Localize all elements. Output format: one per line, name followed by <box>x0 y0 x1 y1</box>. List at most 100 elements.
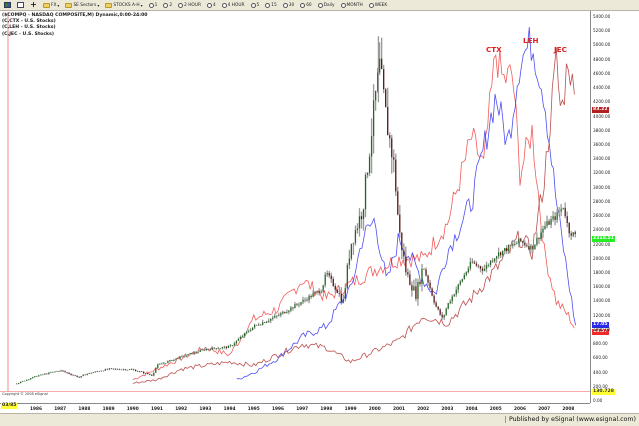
toolbar-item-1[interactable]: 1 <box>147 1 160 10</box>
x-tick-label: 1999 <box>344 407 357 412</box>
y-tick-label: 4800.00 <box>593 56 611 62</box>
x-tick-label: 1992 <box>175 407 188 412</box>
toolbar-item-layout-grid[interactable] <box>2 1 13 10</box>
y-tick-label: 1200.00 <box>593 312 611 318</box>
price-tag-cursor: 130.728 <box>592 389 615 395</box>
clock-icon <box>300 2 306 8</box>
toolbar-item-5[interactable]: 5 <box>249 1 262 10</box>
toolbar-item-label: 2 <box>169 2 173 8</box>
y-tick-label: 2600.00 <box>593 213 611 219</box>
y-tick-label: 2000.00 <box>593 255 611 261</box>
series-line-ctx[interactable] <box>132 49 575 381</box>
y-tick-label: 3600.00 <box>593 142 611 147</box>
chart-plot-area[interactable] <box>0 12 590 392</box>
x-tick-label: 2005 <box>489 407 502 412</box>
y-tick-label: 1000.00 <box>593 326 611 332</box>
y-tick-label: 5200.00 <box>593 28 611 34</box>
y-tick-label: 1600.00 <box>593 284 611 290</box>
x-tick-label: 1990 <box>126 407 139 412</box>
legend-leh[interactable]: (C,LEH - U.S. Stocks) <box>2 25 56 31</box>
toolbar-item-week[interactable]: WEEK <box>367 1 390 10</box>
x-tick-label: 1989 <box>102 407 115 412</box>
toolbar-item-2-hour[interactable]: 2 HOUR <box>176 1 203 10</box>
x-tick-label: 1991 <box>151 407 163 412</box>
clock-icon <box>148 2 154 8</box>
annotation-ctx: CTX <box>486 45 502 54</box>
y-tick-label: 0.00 <box>593 398 603 403</box>
clock-icon <box>206 2 212 8</box>
toolbar-item-new-window[interactable] <box>15 1 26 10</box>
x-tick-label: 2007 <box>538 407 551 412</box>
legend-nasdaq[interactable]: ($COMPQ - NASDAQ COMPOSITE,M) Dynamic,0:… <box>2 13 148 18</box>
dropdown-arrow-icon: ▾ <box>140 2 143 8</box>
y-tick-label: 200.00 <box>593 383 608 389</box>
toolbar-item-30[interactable]: 30 <box>281 1 296 10</box>
toolbar-item-label: 2 HOUR <box>184 2 201 8</box>
y-tick-label: 400.00 <box>593 369 608 375</box>
x-tick-label: 2006 <box>514 407 526 412</box>
y-tick-label: 3000.00 <box>593 184 611 190</box>
price-tag-leh: 17.05 <box>592 322 609 328</box>
x-tick-label: 1997 <box>296 407 309 412</box>
toolbar-item-15[interactable]: 15 <box>263 1 278 10</box>
toolbar-item-fx[interactable]: FX ▾ <box>41 1 61 10</box>
toolbar-item-label: 60 <box>306 2 312 8</box>
toolbar-item-label: SE Sectors <box>73 2 97 8</box>
time-axis[interactable]: 1986 1987 1988 1989 1990 1991 1992 1993 1994 1995… <box>0 403 590 413</box>
x-tick-label: 1995 <box>247 407 260 412</box>
y-tick-label: 600.00 <box>593 355 608 361</box>
series-line-jec[interactable] <box>132 47 575 384</box>
toolbar-item-se-sectors[interactable]: SE Sectors ▾ <box>63 1 101 10</box>
publisher-text: Published by eSignal (www.esignal.com) <box>505 416 636 423</box>
x-tick-label: 2004 <box>465 407 478 412</box>
annotation-jec: JEC <box>554 45 567 54</box>
toolbar-item-plus[interactable]: + <box>28 0 39 10</box>
y-tick-label: 5400.00 <box>593 14 611 19</box>
clock-icon <box>265 2 271 8</box>
copyright-text: Copyright © 2008 eSignal <box>2 392 48 396</box>
price-axis[interactable]: 83.22 2318.51 17.05 13.57 130.728 0.00 20… <box>590 11 639 403</box>
price-plot[interactable] <box>0 12 590 392</box>
clock-icon <box>221 2 227 8</box>
y-tick-label: 4400.00 <box>593 85 611 91</box>
y-tick-label: 1400.00 <box>593 298 611 304</box>
y-tick-label: 2200.00 <box>593 241 611 247</box>
toolbar-item-label: 1 <box>154 2 158 8</box>
x-tick-label: 1994 <box>223 407 236 412</box>
status-bar: Published by eSignal (www.esignal.com) <box>0 413 639 426</box>
chart-toolbar: + FX ▾ SE Sectors ▾ STOCKS A-H ▾ 1 2 2 HOUR 4 4 HOU… <box>0 0 639 11</box>
x-tick-label: 1993 <box>199 407 212 412</box>
toolbar-item-month[interactable]: MONTH <box>339 1 365 10</box>
y-tick-label: 2400.00 <box>593 227 611 233</box>
x-tick-label: 1998 <box>320 407 333 412</box>
x-tick-label: 2008 <box>562 407 575 412</box>
y-tick-label: 3400.00 <box>593 156 611 162</box>
y-tick-label: 3800.00 <box>593 127 611 133</box>
legend-ctx[interactable]: (C,CTX - U.S. Stocks) <box>2 19 56 25</box>
folder-icon <box>105 2 113 8</box>
toolbar-item-stocks-a-h[interactable]: STOCKS A-H ▾ <box>103 1 144 10</box>
price-tag-jec: 83.22 <box>592 107 609 113</box>
series-line-leh[interactable] <box>236 27 577 380</box>
cursor-time-label: 03/85 <box>1 403 18 409</box>
x-tick-label: 1986 <box>30 407 42 412</box>
x-tick-label: 2002 <box>417 407 430 412</box>
layout-grid-icon <box>4 2 11 8</box>
x-tick-label: 2001 <box>393 407 405 412</box>
toolbar-item-label: 4 HOUR <box>227 2 245 8</box>
y-tick-label: 4000.00 <box>593 113 611 119</box>
toolbar-item-60[interactable]: 60 <box>298 1 313 10</box>
x-tick-label: 1996 <box>272 407 284 412</box>
toolbar-item-label: STOCKS A-H <box>113 2 140 8</box>
clock-icon <box>178 2 184 8</box>
toolbar-item-4[interactable]: 4 <box>205 1 218 10</box>
toolbar-item-label: WEEK <box>374 2 388 8</box>
toolbar-item-2[interactable]: 2 <box>161 1 174 10</box>
toolbar-item-label: FX <box>51 2 57 8</box>
toolbar-item-daily[interactable]: Daily <box>316 1 337 10</box>
clock-icon <box>250 2 256 8</box>
legend-jec[interactable]: (C,JEC - U.S. Stocks) <box>2 31 54 37</box>
clock-icon <box>317 2 323 8</box>
toolbar-item-4-hour[interactable]: 4 HOUR <box>220 1 247 10</box>
